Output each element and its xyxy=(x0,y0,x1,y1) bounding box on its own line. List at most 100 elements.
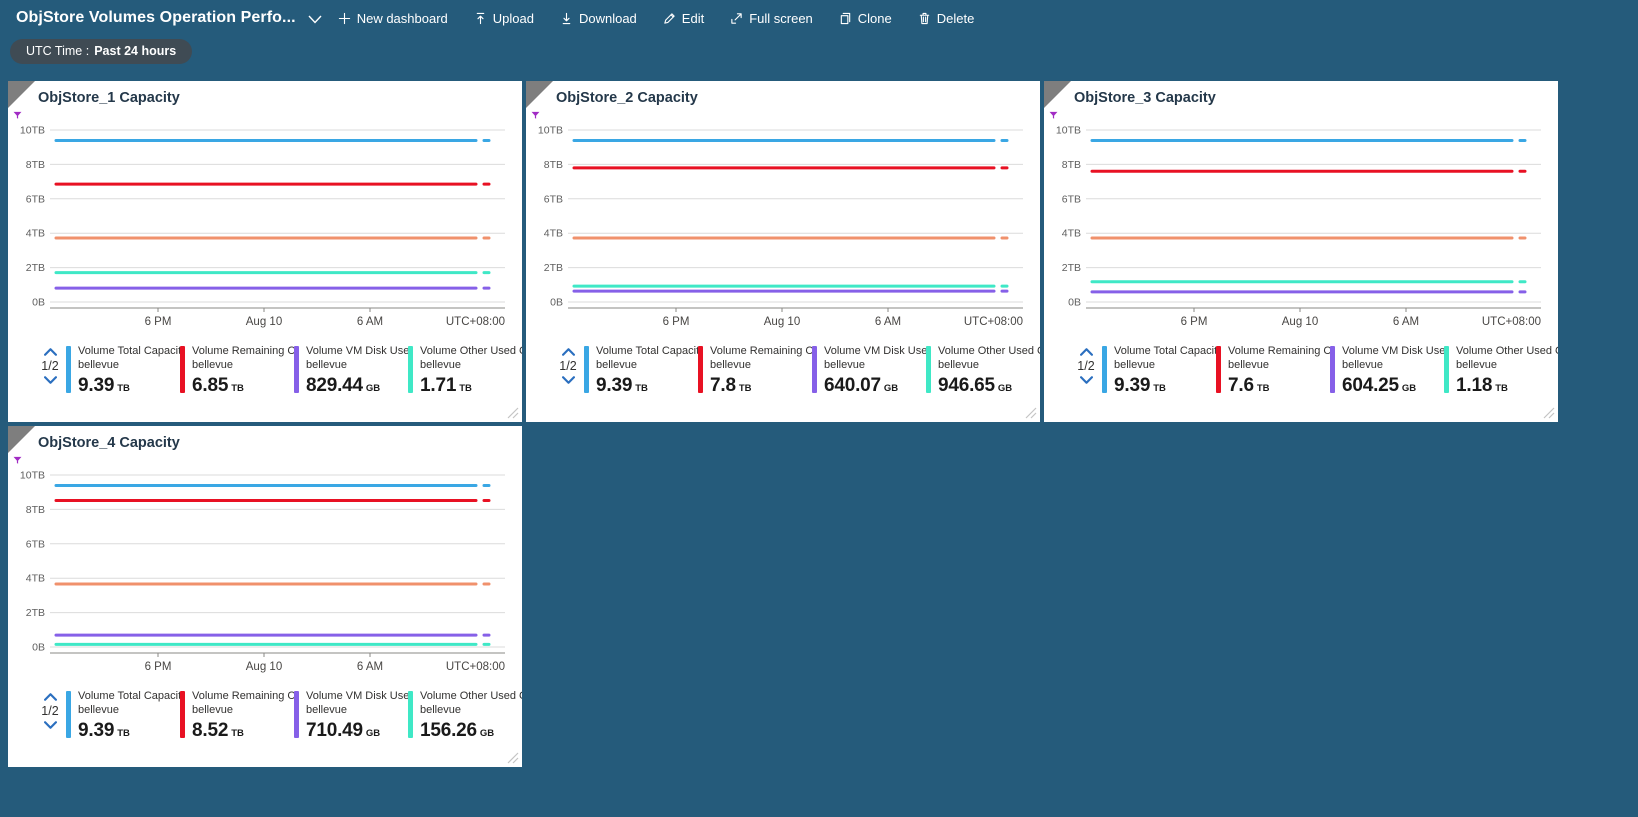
metric-value: 9.39 TB xyxy=(78,374,130,396)
clone-button[interactable]: Clone xyxy=(839,11,892,26)
pager-up-icon[interactable] xyxy=(43,348,57,356)
metric-resource: bellevue xyxy=(78,359,119,372)
y-tick-label: 6TB xyxy=(1062,193,1081,205)
metric-resource: bellevue xyxy=(192,359,233,372)
metric-name: Volume Total Capacit... xyxy=(1114,345,1216,357)
metric-resource: bellevue xyxy=(306,704,347,717)
plus-icon xyxy=(338,12,350,24)
metric-value: 9.39 TB xyxy=(78,719,130,741)
edit-label: Edit xyxy=(681,10,705,26)
tile-resize-handle[interactable] xyxy=(1025,407,1037,419)
tile-resize-handle[interactable] xyxy=(507,752,519,764)
legend: 1/2 Volume Total Capacit... bellevue 9.3… xyxy=(8,343,522,397)
legend-pager: 1/2 xyxy=(34,343,66,397)
y-tick-label: 0B xyxy=(550,297,563,309)
legend-item: Volume Other Used Ca... bellevue 156.26G… xyxy=(408,688,522,742)
chevron-down-icon[interactable] xyxy=(308,15,322,24)
metric-resource: bellevue xyxy=(1342,359,1383,372)
y-tick-label: 8TB xyxy=(26,504,45,516)
upload-button[interactable]: Upload xyxy=(474,11,534,26)
tile-objstore-3-capacity: ObjStore_3 Capacity 10TB 8TB 6TB 4TB 2TB 0B 6 … xyxy=(1044,81,1558,422)
capacity-line-chart: 10TB 8TB 6TB 4TB 2TB 0B 6 PM Aug 10 6 AM UTC+08:0… xyxy=(1056,125,1541,328)
legend-item: Volume Remaining Cap... bellevue 7.8TB xyxy=(698,343,812,397)
y-tick-label: 8TB xyxy=(26,159,45,171)
metric-value: 1.71 TB xyxy=(420,374,472,396)
legend-swatch xyxy=(926,346,931,393)
tile-filter-corner[interactable] xyxy=(1044,81,1071,121)
metric-value: 7.6 TB xyxy=(1228,374,1270,396)
metric-value: 946.65 GB xyxy=(938,374,1013,396)
filter-funnel-icon xyxy=(11,455,24,466)
legend-swatch xyxy=(1444,346,1449,393)
legend-pager: 1/2 xyxy=(34,688,66,742)
delete-button[interactable]: Delete xyxy=(918,11,974,26)
pager-up-icon[interactable] xyxy=(43,693,57,701)
legend-swatch xyxy=(1330,346,1335,393)
metric-value: 6.85 TB xyxy=(192,374,244,396)
x-tick-label: 6 PM xyxy=(663,316,690,328)
tile-filter-corner[interactable] xyxy=(8,81,35,121)
metric-name: Volume VM Disk Used ... xyxy=(306,690,408,702)
legend-swatch xyxy=(1216,346,1221,393)
tile-objstore-1-capacity: ObjStore_1 Capacity 10TB 8TB 6TB 4TB 2TB 0B 6 … xyxy=(8,81,522,422)
metric-value: 604.25 GB xyxy=(1342,374,1417,396)
tile-title: ObjStore_4 Capacity xyxy=(38,435,180,451)
y-tick-label: 0B xyxy=(32,642,45,654)
edit-icon xyxy=(664,12,675,24)
utc-time-filter-pill[interactable]: UTC Time : Past 24 hours xyxy=(10,39,193,64)
y-tick-label: 6TB xyxy=(26,193,45,205)
metric-name: Volume Remaining Cap... xyxy=(1228,345,1330,357)
metric-resource: bellevue xyxy=(596,359,637,372)
tile-resize-handle[interactable] xyxy=(1543,407,1555,419)
metric-resource: bellevue xyxy=(192,704,233,717)
metric-resource: bellevue xyxy=(1228,359,1269,372)
x-tick-label: 6 AM xyxy=(357,316,383,328)
x-tick-label: Aug 10 xyxy=(246,316,282,328)
x-tick-label: 6 PM xyxy=(145,316,172,328)
tile-filter-corner[interactable] xyxy=(526,81,553,121)
metric-resource: bellevue xyxy=(306,359,347,372)
pager-down-icon[interactable] xyxy=(43,376,57,384)
legend-swatch xyxy=(294,691,299,738)
metric-name: Volume Other Used Ca... xyxy=(938,345,1040,357)
metric-resource: bellevue xyxy=(1114,359,1155,372)
x-tick-label: 6 AM xyxy=(875,316,901,328)
metric-name: Volume Remaining Cap... xyxy=(710,345,812,357)
legend: 1/2 Volume Total Capacit... bellevue 9.3… xyxy=(1044,343,1558,397)
edit-button[interactable]: Edit xyxy=(663,11,704,26)
y-tick-label: 8TB xyxy=(544,159,563,171)
legend-swatch xyxy=(180,346,185,393)
pager-label: 1/2 xyxy=(41,704,59,718)
metric-value: 640.07 GB xyxy=(824,374,899,396)
fullscreen-button[interactable]: Full screen xyxy=(730,11,813,26)
tile-filter-corner[interactable] xyxy=(8,426,35,466)
y-tick-label: 10TB xyxy=(1056,125,1081,137)
metric-value: 156.26 GB xyxy=(420,719,495,741)
y-tick-label: 0B xyxy=(32,297,45,309)
pager-up-icon[interactable] xyxy=(561,348,575,356)
legend-pager: 1/2 xyxy=(552,343,584,397)
tile-resize-handle[interactable] xyxy=(507,407,519,419)
pager-down-icon[interactable] xyxy=(43,721,57,729)
y-tick-label: 4TB xyxy=(26,573,45,585)
y-tick-label: 2TB xyxy=(1062,262,1081,274)
pager-up-icon[interactable] xyxy=(1079,348,1093,356)
metric-name: Volume Total Capacit... xyxy=(78,345,180,357)
download-button[interactable]: Download xyxy=(560,11,637,26)
metric-resource: bellevue xyxy=(938,359,979,372)
pager-down-icon[interactable] xyxy=(1079,376,1093,384)
fullscreen-label: Full screen xyxy=(749,10,813,26)
new-dashboard-button[interactable]: New dashboard xyxy=(338,11,448,26)
legend-item: Volume VM Disk Used ... bellevue 710.49G… xyxy=(294,688,408,742)
legend-item: Volume Total Capacit... bellevue 9.39 TB xyxy=(66,688,180,742)
pager-down-icon[interactable] xyxy=(561,376,575,384)
x-axis-timezone-label: UTC+08:00 xyxy=(964,316,1023,328)
dashboard-title[interactable]: ObjStore Volumes Operation Perfo... xyxy=(16,9,296,26)
upload-label: Upload xyxy=(492,10,534,26)
y-tick-label: 10TB xyxy=(20,125,45,137)
download-icon xyxy=(562,12,571,24)
legend-item: Volume Remaining Cap... bellevue 7.6TB xyxy=(1216,343,1330,397)
metric-name: Volume Other Used Ca... xyxy=(420,345,522,357)
